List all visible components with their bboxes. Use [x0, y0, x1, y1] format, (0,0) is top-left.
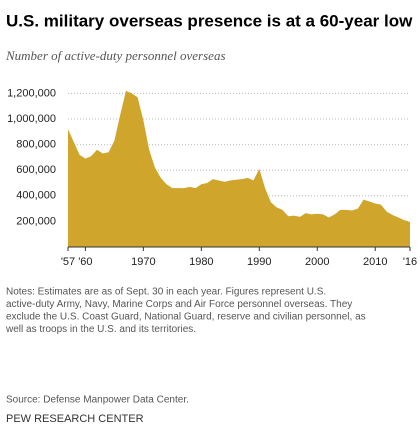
y-tick-label: 600,000 — [16, 164, 56, 176]
x-tick-label: '57 — [61, 256, 75, 268]
y-tick-label: 400,000 — [16, 190, 56, 202]
x-tick-label: '16 — [403, 256, 417, 268]
x-tick-label: 1980 — [189, 256, 213, 268]
note: exclude the U.S. Coast Guard, National G… — [6, 312, 366, 323]
area — [68, 90, 410, 247]
note: active-duty Army, Navy, Marine Corps and… — [6, 299, 352, 310]
y-tick-label: 800,000 — [16, 139, 56, 151]
x-tick-label: '60 — [78, 256, 92, 268]
note: Notes: Estimates are as of Sept. 30 in e… — [6, 287, 326, 298]
subtitle: Number of active-duty personnel overseas — [5, 48, 226, 63]
y-tick-label: 1,200,000 — [7, 87, 56, 99]
source: Source: Defense Manpower Data Center. — [6, 395, 189, 406]
credit: PEW RESEARCH CENTER — [6, 413, 144, 425]
x-tick-label: 1970 — [131, 256, 155, 268]
x-tick-label: 2000 — [305, 256, 329, 268]
y-tick-label: 200,000 — [16, 215, 56, 227]
x-tick-label: 1990 — [247, 256, 271, 268]
note: well as troops in the U.S. and its terri… — [5, 324, 196, 335]
chart-title: U.S. military overseas presence is at a … — [6, 11, 413, 30]
x-tick-label: 2010 — [363, 256, 387, 268]
y-tick-label: 1,000,000 — [7, 113, 56, 125]
